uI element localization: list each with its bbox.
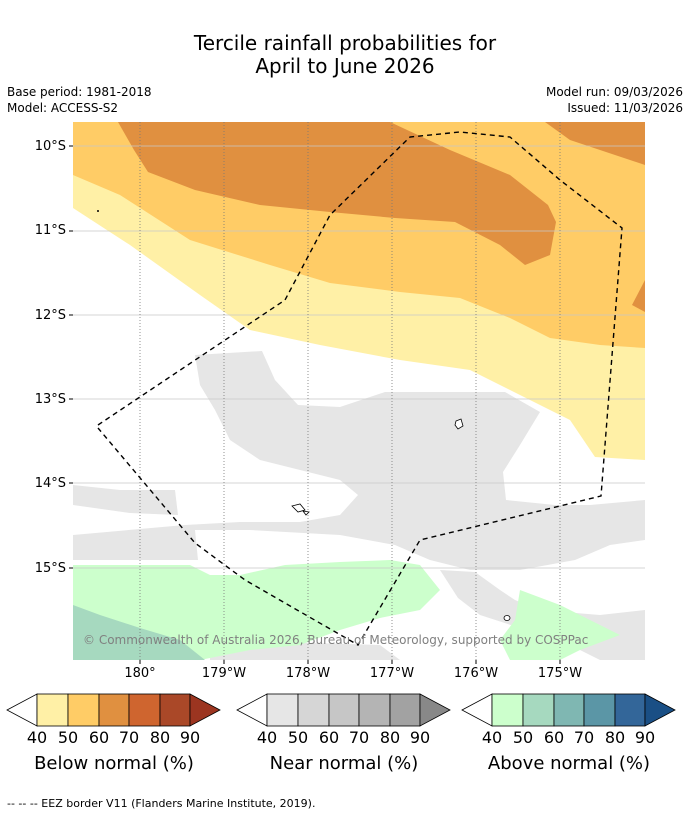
lat-label: 15°S (34, 561, 66, 576)
lon-label: 179°W (201, 666, 247, 681)
colorbar-tick: 80 (149, 728, 171, 747)
colorbar-tick: 40 (26, 728, 48, 747)
issued-text: Issued: 11/03/2026 (567, 101, 683, 115)
colorbar-tick: 90 (179, 728, 201, 747)
below-normal-60-region-se (632, 280, 645, 312)
colorbar-tick: 70 (348, 728, 370, 747)
above-normal-50-region (73, 605, 205, 660)
colorbar-tick: 80 (604, 728, 626, 747)
lat-label: 11°S (34, 223, 66, 238)
colorbar-tick: 50 (287, 728, 309, 747)
eez-legend-footer: -- -- -- EEZ border V11 (Flanders Marine… (7, 797, 316, 810)
eez-border (97, 131, 623, 646)
attribution-text: © Commonwealth of Australia 2026, Bureau… (83, 633, 589, 647)
colorbar-tick: 60 (88, 728, 110, 747)
colorbar-tick: 60 (543, 728, 565, 747)
colorbar-title-above: Above normal (%) (487, 753, 651, 774)
lat-label: 12°S (34, 308, 66, 323)
lat-label: 14°S (34, 476, 66, 491)
near-normal-40-region (73, 351, 645, 570)
island-shape (291, 503, 306, 513)
latitude-gridlines (73, 145, 645, 569)
lon-label: 175°W (537, 666, 583, 681)
lat-label: 10°S (34, 139, 66, 154)
colorbar-tick: 50 (57, 728, 79, 747)
colorbar-tick: 40 (481, 728, 503, 747)
colorbar-tick: 40 (256, 728, 278, 747)
island-shape (97, 210, 99, 212)
colorbar-tick: 50 (512, 728, 534, 747)
above-normal-40-region (73, 560, 440, 660)
colorbar-tick: 90 (409, 728, 431, 747)
lon-label: 178°W (285, 666, 331, 681)
colorbar-tick: 70 (573, 728, 595, 747)
lon-label: 180° (124, 666, 156, 681)
base-period-text: Base period: 1981-2018 (7, 85, 152, 99)
colorbar-tick: 60 (318, 728, 340, 747)
colorbar-tick: 90 (634, 728, 656, 747)
island-shape (503, 615, 511, 621)
map-title-line2: April to June 2026 (255, 54, 435, 78)
map-title-line1: Tercile rainfall probabilities for (193, 31, 497, 55)
below-normal-60-region (118, 122, 556, 265)
lat-label: 13°S (34, 392, 66, 407)
colorbar-title-near: Near normal (%) (269, 753, 419, 774)
lon-label: 176°W (453, 666, 499, 681)
model-text: Model: ACCESS-S2 (7, 101, 119, 115)
lon-label: 177°W (369, 666, 415, 681)
colorbar-tick: 80 (379, 728, 401, 747)
colorbar-tick: 70 (118, 728, 140, 747)
model-run-text: Model run: 09/03/2026 (545, 85, 683, 99)
island-shape (454, 418, 464, 430)
axis-ticks (69, 145, 561, 664)
island-shape (302, 510, 310, 516)
colorbar-title-below: Below normal (%) (34, 753, 194, 774)
above-normal-40-region-se (500, 590, 620, 660)
below-normal-60-region-east (545, 122, 645, 165)
